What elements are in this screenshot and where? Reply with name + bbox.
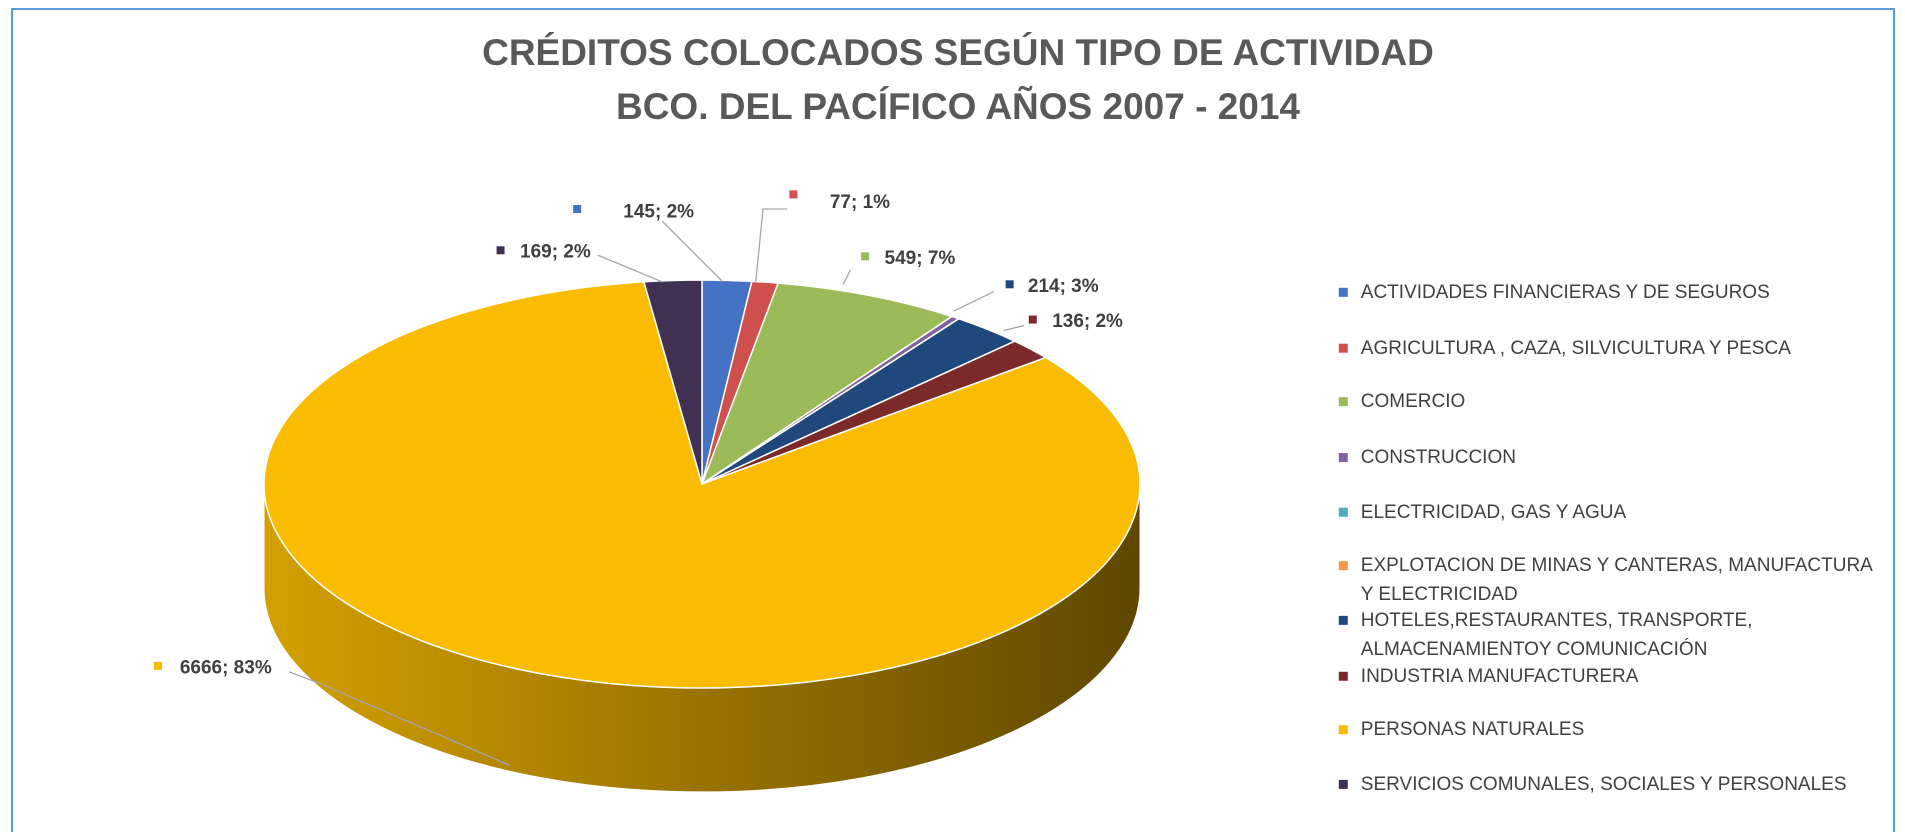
leader-line bbox=[1003, 324, 1025, 332]
data-label: 136; 2% bbox=[1052, 311, 1123, 332]
label-key bbox=[861, 252, 870, 261]
data-label: 169; 2% bbox=[520, 242, 591, 263]
chart-title: BCO. DEL PACÍFICO AÑOS 2007 - 2014 bbox=[616, 85, 1300, 127]
legend-key bbox=[1338, 725, 1348, 735]
legend-key bbox=[1338, 287, 1348, 297]
leader-line bbox=[842, 269, 852, 285]
legend-label: COMERCIO bbox=[1360, 391, 1466, 413]
data-label: 6666; 83% bbox=[180, 657, 272, 678]
legend-key bbox=[1338, 615, 1348, 625]
legend-key bbox=[1338, 671, 1348, 681]
pie-slice bbox=[642, 279, 703, 485]
legend-label: HOTELES,RESTAURANTES, TRANSPORTE, ALMACE… bbox=[1360, 609, 1753, 660]
label-key bbox=[789, 190, 798, 199]
pie-slice bbox=[263, 281, 1141, 689]
legend-label: PERSONAS NATURALES bbox=[1360, 719, 1585, 741]
label-key bbox=[153, 661, 162, 670]
legend-label: SERVICIOS COMUNALES, SOCIALES Y PERSONAL… bbox=[1360, 773, 1847, 795]
legend-label: ACTIVIDADES FINANCIERAS Y DE SEGUROS bbox=[1360, 281, 1770, 303]
data-label: 214; 3% bbox=[1028, 276, 1099, 297]
legend-label: CONSTRUCCION bbox=[1360, 447, 1516, 469]
leader-line bbox=[953, 291, 995, 312]
legend-key bbox=[1338, 397, 1348, 407]
leader-line bbox=[597, 254, 663, 283]
label-key bbox=[1028, 315, 1037, 324]
data-label: 549; 7% bbox=[885, 248, 956, 269]
legend-label: INDUSTRIA MANUFACTURERA bbox=[1360, 665, 1639, 687]
leader-line bbox=[288, 671, 511, 767]
legend-label: ELECTRICIDAD, GAS Y AGUA bbox=[1360, 501, 1627, 523]
data-label: 145; 2% bbox=[623, 202, 694, 223]
legend-key bbox=[1338, 343, 1348, 353]
label-key bbox=[1005, 280, 1014, 289]
legend-key bbox=[1338, 507, 1348, 517]
label-key bbox=[573, 204, 582, 213]
legend-key bbox=[1338, 561, 1348, 571]
legend-key bbox=[1338, 453, 1348, 463]
leader-line bbox=[755, 208, 788, 282]
legend-key bbox=[1338, 779, 1348, 789]
data-label: 77; 1% bbox=[830, 192, 890, 213]
legend-label: AGRICULTURA , CAZA, SILVICULTURA Y PESCA bbox=[1360, 337, 1791, 359]
leader-line bbox=[661, 220, 724, 283]
pie-slice bbox=[700, 282, 954, 486]
legend-label: EXPLOTACION DE MINAS Y CANTERAS, MANUFAC… bbox=[1360, 555, 1872, 606]
chart-title: CRÉDITOS COLOCADOS SEGÚN TIPO DE ACTIVID… bbox=[482, 31, 1434, 73]
label-key bbox=[496, 246, 505, 255]
